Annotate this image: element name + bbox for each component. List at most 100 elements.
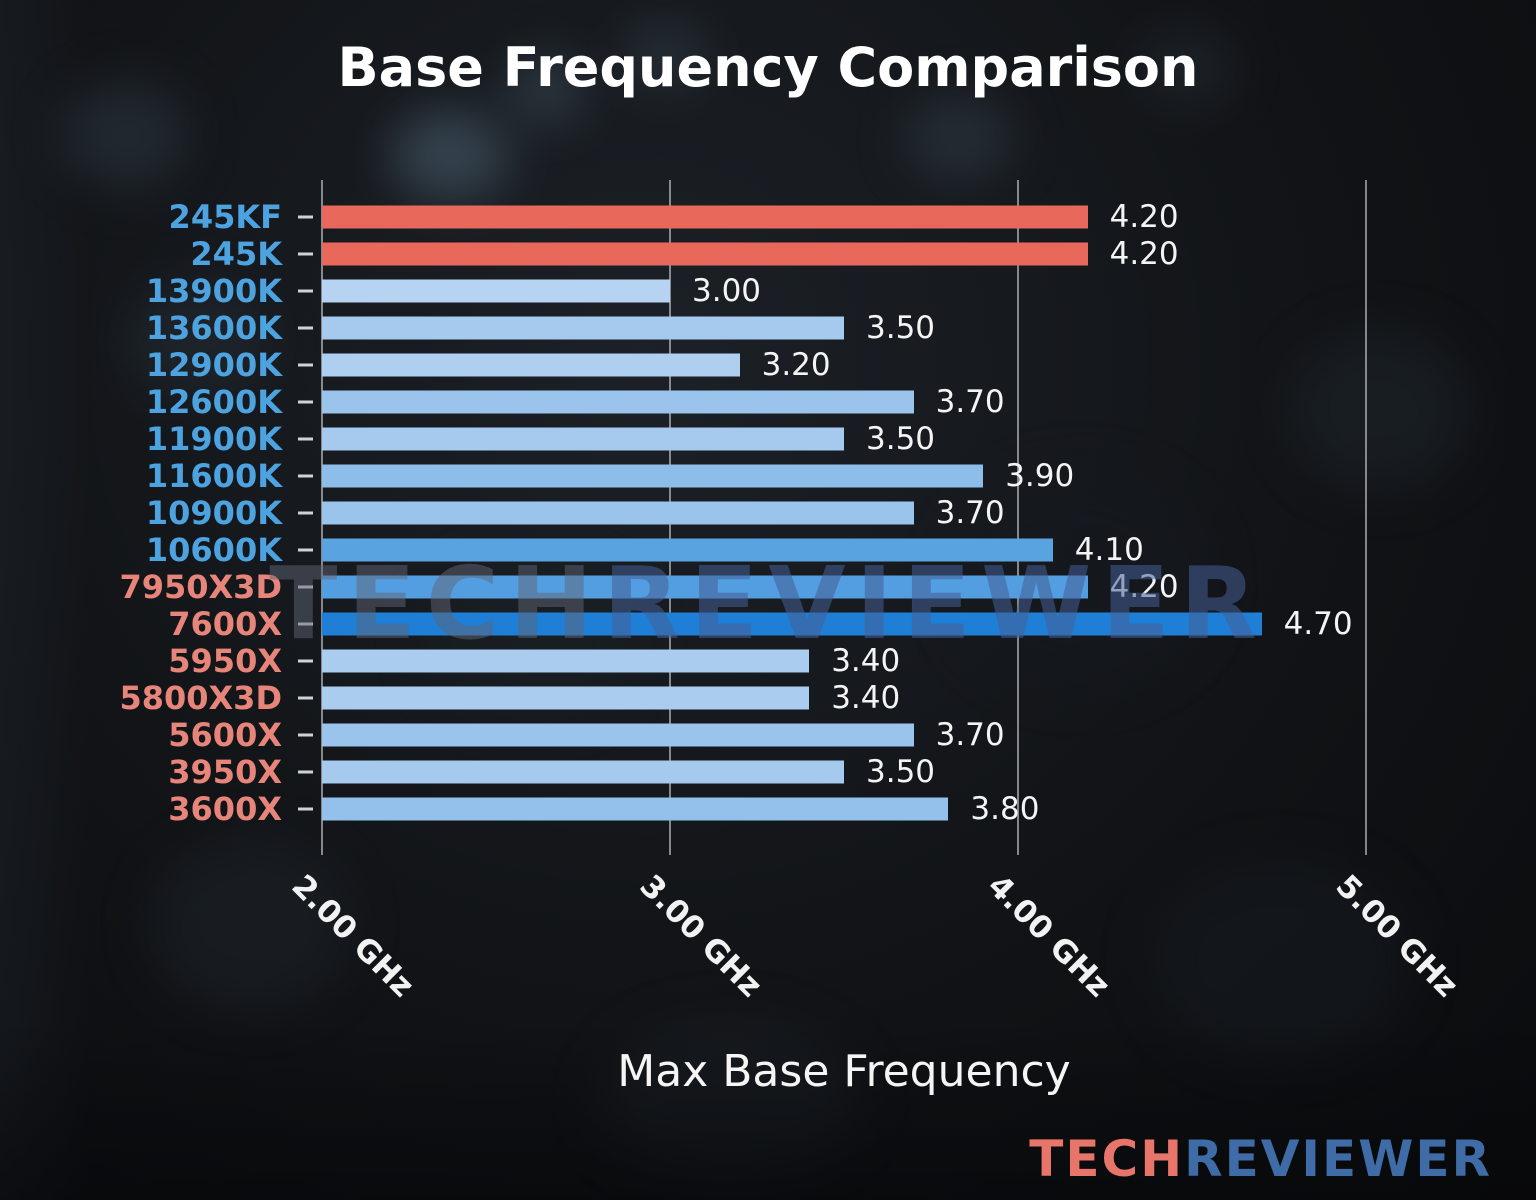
category-label: 11600K bbox=[145, 456, 282, 495]
category-label: 10600K bbox=[145, 530, 282, 569]
bar-row: 5800X3D 3.40 bbox=[0, 678, 1536, 717]
y-tick bbox=[298, 548, 313, 551]
bar bbox=[322, 538, 1053, 561]
y-tick bbox=[298, 585, 313, 588]
y-tick bbox=[298, 807, 313, 810]
x-tick-label: 3.00 GHz bbox=[632, 868, 769, 1005]
bg-blob bbox=[150, 840, 350, 1010]
y-tick bbox=[298, 215, 313, 218]
y-tick bbox=[298, 622, 313, 625]
value-label: 3.40 bbox=[831, 679, 901, 716]
y-tick bbox=[298, 474, 313, 477]
bar bbox=[322, 760, 844, 783]
gridline bbox=[1017, 180, 1019, 855]
x-tick-label: 4.00 GHz bbox=[980, 868, 1117, 1005]
bar bbox=[322, 242, 1088, 265]
value-label: 4.20 bbox=[1109, 568, 1179, 605]
bar bbox=[322, 279, 670, 302]
bar-row: 5600X 3.70 bbox=[0, 715, 1536, 754]
bar bbox=[322, 427, 844, 450]
value-label: 3.20 bbox=[761, 346, 831, 383]
value-label: 4.20 bbox=[1109, 235, 1179, 272]
value-label: 3.80 bbox=[970, 790, 1040, 827]
bg-left-strip bbox=[0, 0, 90, 1200]
bar-row: 12900K 3.20 bbox=[0, 345, 1536, 384]
bar bbox=[322, 353, 740, 376]
bg-blob bbox=[1290, 330, 1470, 490]
y-tick bbox=[298, 326, 313, 329]
y-tick bbox=[298, 289, 313, 292]
category-label: 13900K bbox=[145, 271, 282, 310]
value-label: 3.90 bbox=[1005, 457, 1075, 494]
y-tick bbox=[298, 659, 313, 662]
x-axis-label: Max Base Frequency bbox=[617, 1046, 1071, 1097]
bar bbox=[322, 205, 1088, 228]
category-label: 3950X bbox=[168, 752, 282, 791]
value-label: 3.50 bbox=[866, 420, 936, 457]
value-label: 3.70 bbox=[935, 716, 1005, 753]
category-label: 10900K bbox=[145, 493, 282, 532]
value-label: 3.40 bbox=[831, 642, 901, 679]
y-tick bbox=[298, 400, 313, 403]
bar-row: 3600X 3.80 bbox=[0, 789, 1536, 828]
category-label: 7950X3D bbox=[119, 567, 282, 606]
value-label: 3.50 bbox=[866, 753, 936, 790]
y-tick bbox=[298, 437, 313, 440]
category-label: 12900K bbox=[145, 345, 282, 384]
category-label: 3600X bbox=[168, 789, 282, 828]
value-label: 3.00 bbox=[692, 272, 762, 309]
bar bbox=[322, 316, 844, 339]
category-label: 245K bbox=[190, 234, 282, 273]
bar bbox=[322, 649, 810, 672]
value-label: 3.70 bbox=[935, 383, 1005, 420]
bg-bottom-shade bbox=[0, 1020, 1536, 1200]
y-tick bbox=[298, 511, 313, 514]
value-label: 4.10 bbox=[1074, 531, 1144, 568]
y-tick bbox=[298, 696, 313, 699]
bg-blob bbox=[620, 20, 710, 90]
bg-blob bbox=[1140, 30, 1235, 105]
bar bbox=[322, 464, 984, 487]
bar-row: 11600K 3.90 bbox=[0, 456, 1536, 495]
bar bbox=[322, 612, 1262, 635]
bar-row: 5950X 3.40 bbox=[0, 641, 1536, 680]
bg-blob bbox=[390, 110, 510, 200]
category-label: 7600X bbox=[168, 604, 282, 643]
category-label: 12600K bbox=[145, 382, 282, 421]
category-label: 5950X bbox=[168, 641, 282, 680]
bg-blob bbox=[60, 80, 190, 190]
y-tick bbox=[298, 363, 313, 366]
bar bbox=[322, 575, 1088, 598]
bar bbox=[322, 797, 949, 820]
value-label: 3.50 bbox=[866, 309, 936, 346]
bar-row: 7600X 4.70 bbox=[0, 604, 1536, 643]
category-label: 11900K bbox=[145, 419, 282, 458]
bar-row: 3950X 3.50 bbox=[0, 752, 1536, 791]
bar-row: 13600K 3.50 bbox=[0, 308, 1536, 347]
bg-blob bbox=[120, 280, 270, 400]
value-label: 3.70 bbox=[935, 494, 1005, 531]
logo-tech: TECH bbox=[1029, 1130, 1185, 1188]
category-label: 13600K bbox=[145, 308, 282, 347]
bar-row: 13900K 3.00 bbox=[0, 271, 1536, 310]
category-label: 5800X3D bbox=[119, 678, 282, 717]
y-tick bbox=[298, 252, 313, 255]
bg-blob bbox=[505, 55, 585, 125]
bar-row: 10900K 3.70 bbox=[0, 493, 1536, 532]
bar-row: 245K 4.20 bbox=[0, 234, 1536, 273]
value-label: 4.20 bbox=[1109, 198, 1179, 235]
value-label: 4.70 bbox=[1283, 605, 1353, 642]
gridline bbox=[1365, 180, 1367, 855]
category-label: 245KF bbox=[168, 197, 282, 236]
bg-blob bbox=[905, 95, 1015, 180]
logo-reviewer: REVIEWER bbox=[1184, 1130, 1492, 1188]
chart-title: Base Frequency Comparison bbox=[337, 36, 1199, 99]
bar-row: 12600K 3.70 bbox=[0, 382, 1536, 421]
brand-logo: TECHREVIEWER bbox=[1029, 1130, 1492, 1188]
y-tick bbox=[298, 733, 313, 736]
bar-row: 11900K 3.50 bbox=[0, 419, 1536, 458]
bar bbox=[322, 686, 810, 709]
category-label: 5600X bbox=[168, 715, 282, 754]
bar-row: 7950X3D 4.20 bbox=[0, 567, 1536, 606]
